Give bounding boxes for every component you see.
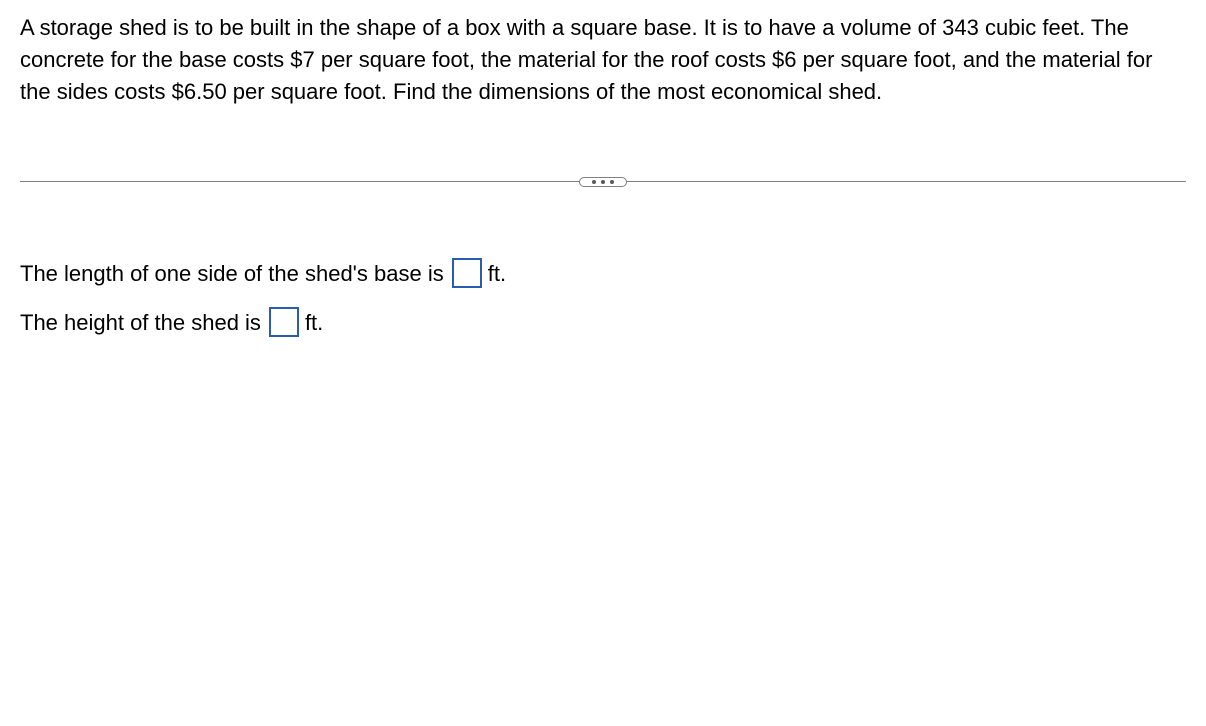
divider-line-left [20,181,580,182]
dots-icon [592,180,596,184]
answer-row-height: The height of the shed is ft. [20,305,1186,340]
answer-height-unit: ft. [305,305,323,340]
dots-icon [610,180,614,184]
problem-statement: A storage shed is to be built in the sha… [20,12,1186,108]
divider-line-right [626,181,1186,182]
answer-height-prefix: The height of the shed is [20,305,261,340]
answer-base-prefix: The length of one side of the shed's bas… [20,256,444,291]
answer-row-base: The length of one side of the shed's bas… [20,256,1186,291]
answer-base-unit: ft. [488,256,506,291]
section-divider [20,168,1186,196]
expand-pill[interactable] [579,177,627,187]
base-length-input[interactable] [452,258,482,288]
height-input[interactable] [269,307,299,337]
problem-container: A storage shed is to be built in the sha… [0,0,1206,374]
dots-icon [601,180,605,184]
